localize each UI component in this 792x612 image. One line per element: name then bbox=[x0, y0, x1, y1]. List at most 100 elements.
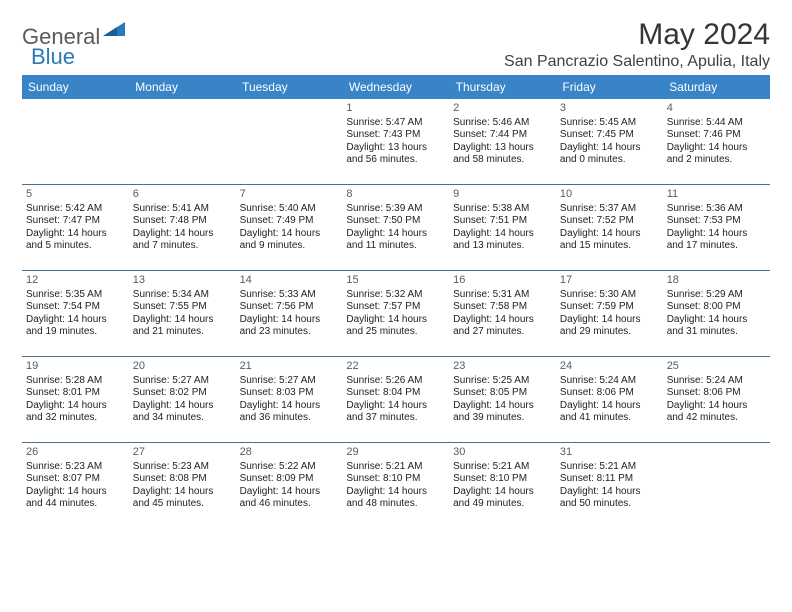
sunrise-line: Sunrise: 5:25 AM bbox=[453, 375, 552, 388]
sunrise-line: Sunrise: 5:30 AM bbox=[560, 289, 659, 302]
sunrise-line: Sunrise: 5:35 AM bbox=[26, 289, 125, 302]
daylight-line: Daylight: 14 hours and 32 minutes. bbox=[26, 400, 125, 425]
day-cell: 27Sunrise: 5:23 AMSunset: 8:08 PMDayligh… bbox=[129, 443, 236, 529]
sunset-line: Sunset: 8:09 PM bbox=[240, 473, 339, 486]
day-number: 20 bbox=[133, 360, 232, 374]
daylight-line: Daylight: 14 hours and 19 minutes. bbox=[26, 314, 125, 339]
sunrise-line: Sunrise: 5:29 AM bbox=[667, 289, 766, 302]
day-cell: 29Sunrise: 5:21 AMSunset: 8:10 PMDayligh… bbox=[342, 443, 449, 529]
calendar-row: 1Sunrise: 5:47 AMSunset: 7:43 PM Daylight… bbox=[22, 99, 770, 185]
day-number: 15 bbox=[346, 274, 445, 288]
daylight-line: Daylight: 14 hours and 36 minutes. bbox=[240, 400, 339, 425]
day-cell: 24Sunrise: 5:24 AMSunset: 8:06 PMDayligh… bbox=[556, 357, 663, 443]
day-cell: 18Sunrise: 5:29 AMSunset: 8:00 PMDayligh… bbox=[663, 271, 770, 357]
day-cell: 31Sunrise: 5:21 AMSunset: 8:11 PMDayligh… bbox=[556, 443, 663, 529]
sunrise-line: Sunrise: 5:32 AM bbox=[346, 289, 445, 302]
calendar-row: 5Sunrise: 5:42 AMSunset: 7:47 PMDaylight… bbox=[22, 185, 770, 271]
weekday-header: Friday bbox=[556, 75, 663, 99]
sunrise-line: Sunrise: 5:34 AM bbox=[133, 289, 232, 302]
calendar-body: 1Sunrise: 5:47 AMSunset: 7:43 PM Daylight… bbox=[22, 99, 770, 528]
daylight-line: Daylight: 14 hours and 7 minutes. bbox=[133, 228, 232, 253]
sunset-line: Sunset: 7:52 PM bbox=[560, 215, 659, 228]
sunset-line: Sunset: 8:00 PM bbox=[667, 301, 766, 314]
sunrise-line: Sunrise: 5:24 AM bbox=[667, 375, 766, 388]
day-cell: 20Sunrise: 5:27 AMSunset: 8:02 PMDayligh… bbox=[129, 357, 236, 443]
day-number: 30 bbox=[453, 446, 552, 460]
sunrise-line: Sunrise: 5:47 AM bbox=[346, 117, 445, 130]
day-number: 8 bbox=[346, 188, 445, 202]
sunset-line: Sunset: 8:05 PM bbox=[453, 387, 552, 400]
day-cell: 13Sunrise: 5:34 AMSunset: 7:55 PMDayligh… bbox=[129, 271, 236, 357]
daylight-line: Daylight: 14 hours and 2 minutes. bbox=[667, 142, 766, 167]
location: San Pancrazio Salentino, Apulia, Italy bbox=[504, 53, 770, 71]
sunrise-line: Sunrise: 5:27 AM bbox=[133, 375, 232, 388]
sunset-line: Sunset: 7:55 PM bbox=[133, 301, 232, 314]
day-number: 11 bbox=[667, 188, 766, 202]
daylight-line: Daylight: 14 hours and 27 minutes. bbox=[453, 314, 552, 339]
day-number: 28 bbox=[240, 446, 339, 460]
daylight-line: Daylight: 13 hours and 58 minutes. bbox=[453, 142, 552, 167]
sunset-line: Sunset: 7:58 PM bbox=[453, 301, 552, 314]
sunrise-line: Sunrise: 5:37 AM bbox=[560, 203, 659, 216]
day-number: 31 bbox=[560, 446, 659, 460]
calendar-table: SundayMondayTuesdayWednesdayThursdayFrid… bbox=[22, 75, 770, 528]
daylight-line: Daylight: 14 hours and 25 minutes. bbox=[346, 314, 445, 339]
sunrise-line: Sunrise: 5:38 AM bbox=[453, 203, 552, 216]
calendar-page: General May 2024 San Pancrazio Salentino… bbox=[0, 0, 792, 528]
day-number: 26 bbox=[26, 446, 125, 460]
sunset-line: Sunset: 8:06 PM bbox=[667, 387, 766, 400]
daylight-line: Daylight: 14 hours and 49 minutes. bbox=[453, 486, 552, 511]
daylight-line: Daylight: 14 hours and 34 minutes. bbox=[133, 400, 232, 425]
sunset-line: Sunset: 8:07 PM bbox=[26, 473, 125, 486]
daylight-line: Daylight: 14 hours and 39 minutes. bbox=[453, 400, 552, 425]
sunset-line: Sunset: 8:10 PM bbox=[346, 473, 445, 486]
sunrise-line: Sunrise: 5:40 AM bbox=[240, 203, 339, 216]
day-cell: 30Sunrise: 5:21 AMSunset: 8:10 PMDayligh… bbox=[449, 443, 556, 529]
sunset-line: Sunset: 8:01 PM bbox=[26, 387, 125, 400]
day-number: 21 bbox=[240, 360, 339, 374]
sunset-line: Sunset: 7:43 PM bbox=[346, 129, 445, 142]
sunset-line: Sunset: 7:51 PM bbox=[453, 215, 552, 228]
blank-cell bbox=[663, 443, 770, 529]
sunrise-line: Sunrise: 5:33 AM bbox=[240, 289, 339, 302]
logo-triangle-icon bbox=[103, 22, 125, 43]
day-cell: 28Sunrise: 5:22 AMSunset: 8:09 PMDayligh… bbox=[236, 443, 343, 529]
day-number: 29 bbox=[346, 446, 445, 460]
day-cell: 22Sunrise: 5:26 AMSunset: 8:04 PMDayligh… bbox=[342, 357, 449, 443]
day-cell: 8Sunrise: 5:39 AMSunset: 7:50 PMDaylight… bbox=[342, 185, 449, 271]
day-cell: 23Sunrise: 5:25 AMSunset: 8:05 PMDayligh… bbox=[449, 357, 556, 443]
day-cell: 10Sunrise: 5:37 AMSunset: 7:52 PMDayligh… bbox=[556, 185, 663, 271]
day-number: 10 bbox=[560, 188, 659, 202]
day-cell: 6Sunrise: 5:41 AMSunset: 7:48 PMDaylight… bbox=[129, 185, 236, 271]
daylight-line: Daylight: 14 hours and 9 minutes. bbox=[240, 228, 339, 253]
daylight-line: Daylight: 14 hours and 23 minutes. bbox=[240, 314, 339, 339]
sunrise-line: Sunrise: 5:23 AM bbox=[26, 461, 125, 474]
sunrise-line: Sunrise: 5:27 AM bbox=[240, 375, 339, 388]
title-block: May 2024 San Pancrazio Salentino, Apulia… bbox=[504, 18, 770, 71]
daylight-line: Daylight: 14 hours and 11 minutes. bbox=[346, 228, 445, 253]
sunset-line: Sunset: 7:53 PM bbox=[667, 215, 766, 228]
day-cell: 1Sunrise: 5:47 AMSunset: 7:43 PMDaylight… bbox=[342, 99, 449, 185]
sunset-line: Sunset: 8:03 PM bbox=[240, 387, 339, 400]
daylight-line: Daylight: 14 hours and 0 minutes. bbox=[560, 142, 659, 167]
day-number: 22 bbox=[346, 360, 445, 374]
day-number: 27 bbox=[133, 446, 232, 460]
calendar-row: 19Sunrise: 5:28 AMSunset: 8:01 PMDayligh… bbox=[22, 357, 770, 443]
sunset-line: Sunset: 7:48 PM bbox=[133, 215, 232, 228]
day-number: 16 bbox=[453, 274, 552, 288]
daylight-line: Daylight: 14 hours and 50 minutes. bbox=[560, 486, 659, 511]
sunrise-line: Sunrise: 5:21 AM bbox=[346, 461, 445, 474]
day-cell: 26Sunrise: 5:23 AMSunset: 8:07 PMDayligh… bbox=[22, 443, 129, 529]
day-number: 18 bbox=[667, 274, 766, 288]
sunset-line: Sunset: 8:04 PM bbox=[346, 387, 445, 400]
month-title: May 2024 bbox=[504, 18, 770, 51]
sunset-line: Sunset: 8:11 PM bbox=[560, 473, 659, 486]
blank-cell bbox=[236, 99, 343, 185]
blank-cell bbox=[22, 99, 129, 185]
day-number: 1 bbox=[346, 102, 445, 116]
sunset-line: Sunset: 7:59 PM bbox=[560, 301, 659, 314]
day-number: 2 bbox=[453, 102, 552, 116]
daylight-line: Daylight: 14 hours and 37 minutes. bbox=[346, 400, 445, 425]
day-cell: 15Sunrise: 5:32 AMSunset: 7:57 PMDayligh… bbox=[342, 271, 449, 357]
weekday-header: Saturday bbox=[663, 75, 770, 99]
